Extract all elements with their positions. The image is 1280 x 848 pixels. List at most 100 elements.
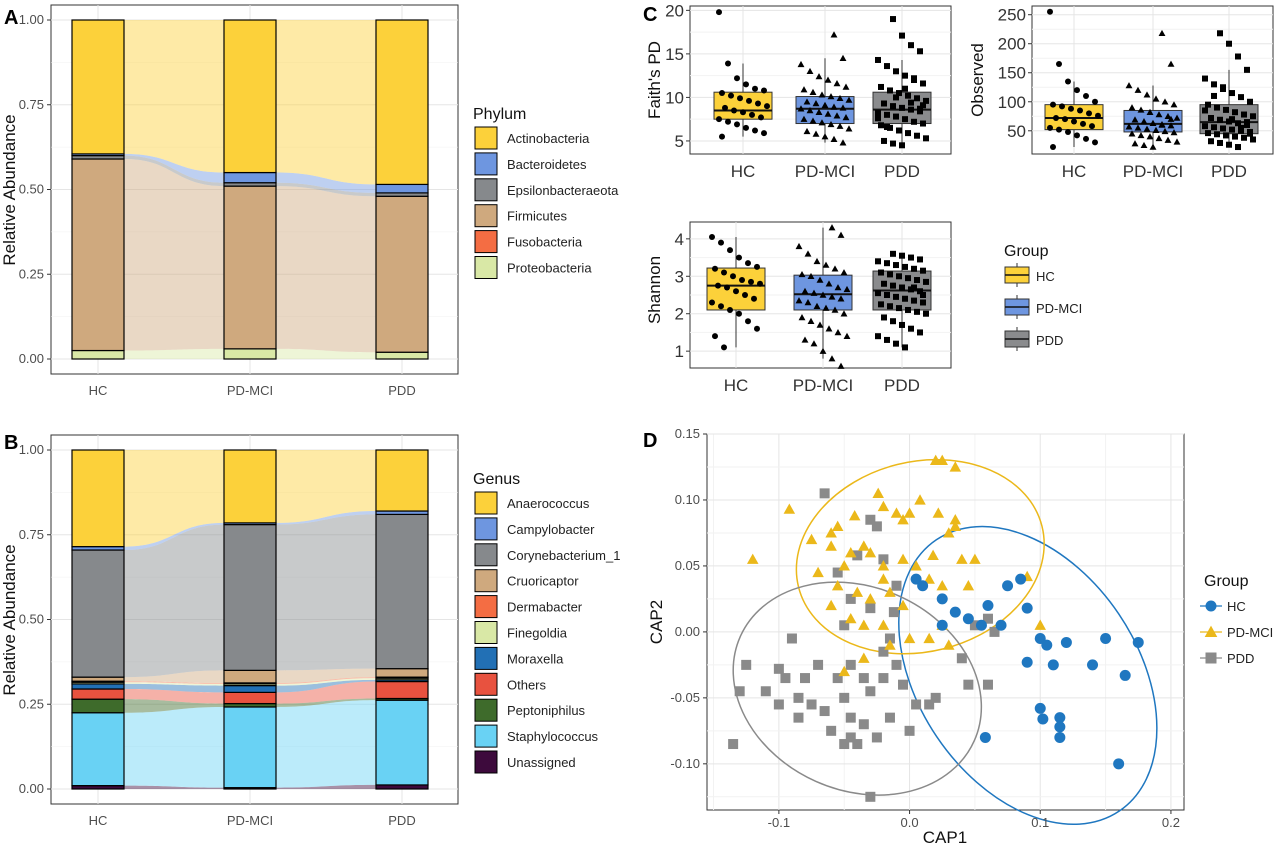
panel-d-ytick-label-3: 0.05 bbox=[675, 558, 700, 573]
panel-d-point-pdd-13 bbox=[878, 646, 889, 657]
panel-a-xtick-pdd: PDD bbox=[388, 383, 415, 398]
panel-d-point-hc-4 bbox=[936, 619, 948, 631]
c3-point-pd-mci-3 bbox=[804, 250, 812, 257]
a-legend-swatch-actinobacteria bbox=[474, 126, 498, 150]
a-legend-label-bacteroidetes: Bacteroidetes bbox=[507, 157, 587, 172]
panel-d-ylabel: CAP2 bbox=[647, 600, 666, 644]
panel-c2-xtick-pdd: PDD bbox=[1211, 162, 1247, 181]
c2-point-pdd-14 bbox=[1241, 111, 1247, 118]
c3-point-hc-11 bbox=[757, 280, 763, 287]
c2-point-pdd-34 bbox=[1217, 139, 1223, 146]
c1-point-pd-mci-29 bbox=[836, 122, 844, 129]
panel-d-point-pdd-8 bbox=[865, 603, 876, 614]
panel-d-point-pd-mci-2 bbox=[825, 527, 837, 538]
b-legend-swatch-peptoniphilus bbox=[474, 698, 498, 722]
b-legend-label-dermabacter: Dermabacter bbox=[507, 600, 583, 615]
a-bar-bacteroidetes-pdd bbox=[375, 183, 429, 194]
panel-d-point-pd-mci-7 bbox=[890, 507, 903, 518]
panel-d-point-pdd-12 bbox=[884, 633, 895, 644]
c1-point-pdd-3 bbox=[917, 48, 923, 55]
c1-point-pd-mci-18 bbox=[839, 104, 847, 111]
c3-point-pdd-3 bbox=[917, 256, 923, 263]
c2-point-hc-0 bbox=[1047, 8, 1053, 15]
b-bar-cruoricaptor-hc bbox=[71, 676, 125, 682]
panel-d-point-pdd-23 bbox=[878, 673, 889, 684]
c1-point-pdd-35 bbox=[899, 142, 905, 149]
c3-point-hc-9 bbox=[739, 277, 745, 284]
c3-point-pdd-2 bbox=[908, 254, 914, 261]
c2-point-pdd-8 bbox=[1238, 94, 1244, 101]
c3-point-pd-mci-16 bbox=[819, 291, 827, 298]
b-bar-corynebacterium-1-hc bbox=[71, 549, 125, 678]
panel-c2-xtick-pd-mci: PD-MCI bbox=[1123, 162, 1183, 181]
c3-point-pdd-20 bbox=[917, 288, 923, 295]
c1-point-pd-mci-16 bbox=[821, 101, 829, 109]
b-legend-swatch-corynebacterium-1 bbox=[474, 543, 498, 567]
b-legend-label-finegoldia: Finegoldia bbox=[507, 626, 568, 641]
c3-point-pd-mci-28 bbox=[825, 325, 833, 332]
a-ytick-label-0: 0.00 bbox=[19, 351, 44, 366]
c1-point-pdd-36 bbox=[908, 99, 914, 106]
c2-point-hc-9 bbox=[1077, 107, 1083, 114]
c3-point-hc-21 bbox=[745, 318, 751, 325]
b-legend-swatch-anaerococcus bbox=[474, 491, 498, 515]
panel-d-point-pd-mci-4 bbox=[848, 510, 861, 521]
c3-point-pd-mci-20 bbox=[804, 299, 812, 306]
c3-point-pdd-26 bbox=[920, 299, 926, 306]
panel-d-legend-marker-pd-mci bbox=[1204, 625, 1218, 638]
c2-point-pd-mci-31 bbox=[1131, 140, 1139, 147]
b-flow-dermabacter-0 bbox=[124, 681, 224, 684]
panel-d-point-pd-mci-42 bbox=[923, 632, 935, 644]
c1-point-pd-mci-31 bbox=[803, 127, 811, 135]
c1-point-hc-6 bbox=[719, 90, 725, 97]
c1-point-pdd-12 bbox=[896, 90, 902, 97]
panel-d-point-pdd-29 bbox=[865, 686, 876, 697]
c3-point-pd-mci-21 bbox=[813, 302, 821, 309]
panel-d-point-pd-mci-34 bbox=[884, 586, 896, 597]
b-legend-label-unassigned: Unassigned bbox=[507, 755, 576, 770]
c1-point-pd-mci-23 bbox=[833, 112, 841, 119]
panel-d-point-pd-mci-32 bbox=[864, 593, 877, 604]
b-legend-label-corynebacterium-1: Corynebacterium_1 bbox=[507, 548, 620, 563]
c3-point-pdd-32 bbox=[923, 310, 929, 317]
panel-d-point-pd-mci-37 bbox=[845, 612, 857, 624]
a-ytick-label-3: 0.75 bbox=[19, 97, 44, 112]
panel-d-point-hc-23 bbox=[1037, 713, 1049, 725]
c3-point-pd-mci-26 bbox=[807, 317, 815, 324]
panel-d-ordination-chart: -0.1 0.0 0.1 0.2-0.10-0.050.000.050.100.15 … bbox=[647, 426, 1273, 847]
c3-point-pdd-18 bbox=[899, 284, 905, 291]
c2-point-pdd-29 bbox=[1223, 132, 1229, 139]
panel-c3-xtick-pdd: PDD bbox=[884, 376, 920, 395]
panel-d-point-pd-mci-10 bbox=[914, 494, 926, 505]
panel-c3-ylabel: Shannon bbox=[645, 256, 664, 324]
panel-d-point-pd-mci-49 bbox=[962, 579, 975, 591]
b-flow-others-1 bbox=[276, 681, 376, 704]
c2-point-pd-mci-15 bbox=[1140, 118, 1148, 125]
b-ytick-label-2: 0.50 bbox=[19, 612, 44, 627]
c2-point-pd-mci-22 bbox=[1152, 126, 1160, 133]
a-ytick-label-4: 1.00 bbox=[19, 12, 44, 27]
c3-point-hc-15 bbox=[742, 292, 748, 298]
b-flow-staphylococcus-0 bbox=[124, 706, 224, 788]
a-bar-firmicutes-pdd bbox=[375, 195, 429, 353]
b-bar-staphylococcus-hc bbox=[71, 712, 125, 787]
panel-d-point-pdd-5 bbox=[832, 567, 843, 578]
panel-label-d: D bbox=[643, 430, 657, 452]
c3-point-hc-12 bbox=[715, 282, 721, 289]
a-legend-label-firmicutes: Firmicutes bbox=[507, 209, 567, 224]
c1-point-pd-mci-2 bbox=[797, 60, 805, 68]
c1-point-pdd-37 bbox=[917, 105, 923, 112]
c2-point-pd-mci-19 bbox=[1125, 123, 1133, 130]
c3-ytick-label-0: 1 bbox=[675, 342, 684, 361]
c3-point-pd-mci-8 bbox=[798, 270, 806, 278]
panel-d-point-pd-mci-15 bbox=[949, 514, 962, 525]
group-legend-label-pdd: PDD bbox=[1036, 333, 1063, 348]
c3-point-pd-mci-11 bbox=[825, 280, 833, 287]
c2-point-pdd-24 bbox=[1229, 126, 1235, 133]
c3-point-pd-mci-14 bbox=[801, 287, 809, 295]
c3-point-pdd-21 bbox=[875, 290, 881, 297]
panel-d-point-pdd-38 bbox=[924, 699, 935, 710]
c1-point-pd-mci-3 bbox=[806, 67, 814, 75]
c2-point-hc-13 bbox=[1062, 116, 1068, 123]
c3-point-hc-23 bbox=[712, 333, 718, 340]
